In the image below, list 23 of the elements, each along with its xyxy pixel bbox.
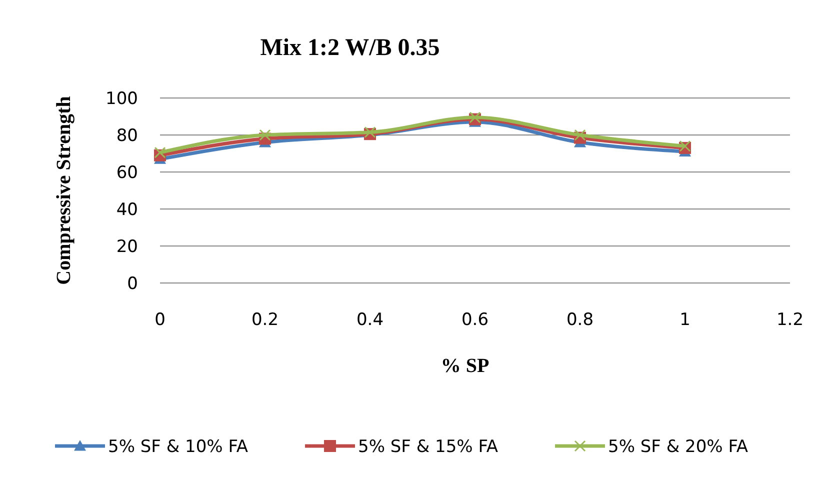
legend-label: 5% SF & 15% FA xyxy=(358,437,498,457)
x-axis-title: % SP xyxy=(440,355,490,377)
y-axis-title: Compressive Strength xyxy=(53,96,75,285)
y-tick-label: 40 xyxy=(116,200,138,220)
x-tick-label: 0.6 xyxy=(461,310,489,330)
y-tick-label: 80 xyxy=(116,126,138,146)
legend-label: 5% SF & 20% FA xyxy=(608,437,748,457)
x-tick-label: 1.2 xyxy=(776,310,804,330)
x-tick-label: 1 xyxy=(680,310,690,330)
x-tick-label: 0 xyxy=(154,310,166,330)
point xyxy=(574,129,586,141)
point xyxy=(154,146,166,158)
chart-title: Mix 1:2 W/B 0.35 xyxy=(260,35,440,61)
y-tick-label: 0 xyxy=(127,274,138,294)
y-tick-label: 100 xyxy=(106,89,138,109)
point xyxy=(364,126,376,138)
legend-label: 5% SF & 10% FA xyxy=(108,437,248,457)
x-tick-label: 0.4 xyxy=(356,310,384,330)
y-tick-label: 20 xyxy=(116,237,138,257)
point xyxy=(259,129,271,141)
y-tick-label: 60 xyxy=(116,163,138,183)
x-tick-label: 0.8 xyxy=(566,310,594,330)
x-tick-label: 0.2 xyxy=(251,310,279,330)
